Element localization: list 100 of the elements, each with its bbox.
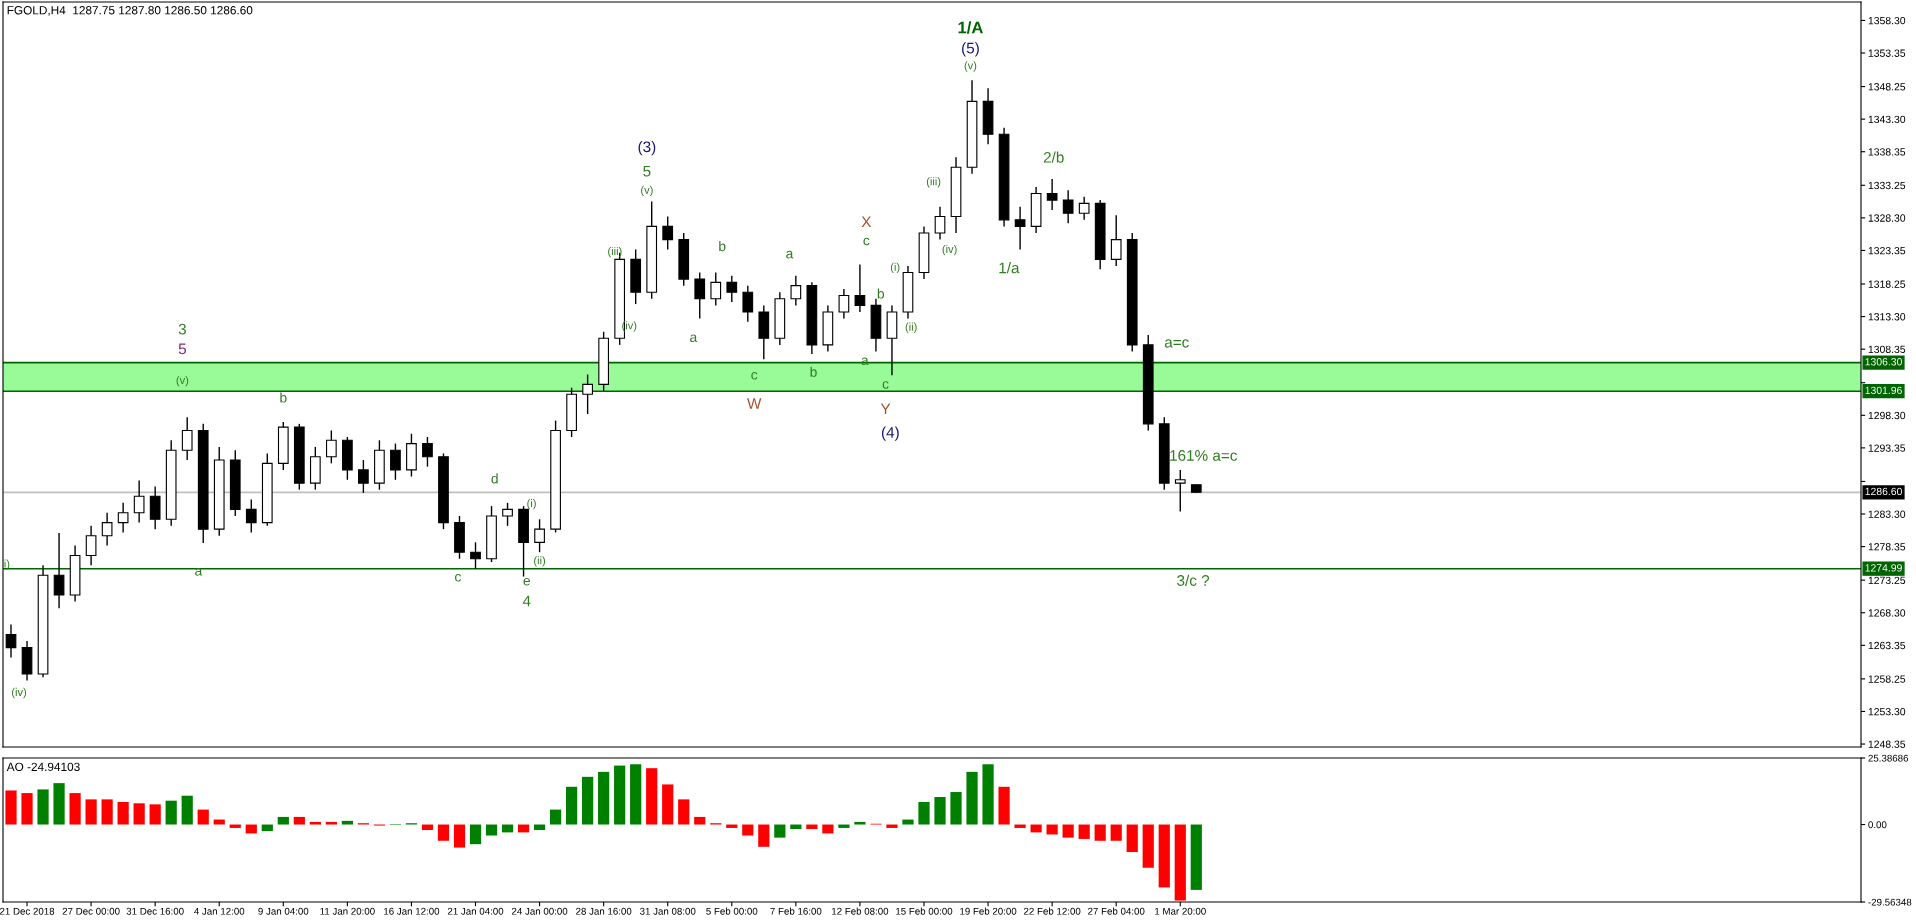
x-tick-label: 5 Feb 00:00 [706,907,758,915]
candlestick [470,541,481,570]
candlestick [1174,469,1186,513]
bar [69,793,81,825]
x-tick-label: 15 Feb 00:00 [896,907,953,915]
candlestick [694,271,706,320]
y-tick-label: 1338.35 [1868,148,1906,156]
bar [293,816,305,825]
bar [117,801,129,825]
bar [998,786,1010,825]
candlestick [133,479,145,524]
ref-line-label: 1286.60 [1865,487,1902,496]
y-tick-label: 1343.30 [1868,115,1906,124]
chart-title: AO -24.94103 [6,762,80,771]
bar [758,824,770,847]
annotation: (iii) [926,177,941,188]
bar [181,795,193,825]
candlestick [117,502,129,534]
x-tick-label: 22 Feb 12:00 [1023,907,1081,915]
y-tick-label: 0.00 [1868,821,1887,829]
bar [1078,824,1090,839]
bar [982,764,994,825]
bar [950,792,962,825]
y-tick-label: -29.56348 [1868,898,1912,906]
x-tick-label: 31 Jan 08:00 [639,907,696,915]
annotation: a [786,250,794,259]
bar [678,799,690,825]
bar [1174,824,1186,901]
bar [325,821,337,825]
annotation: b [877,288,885,299]
bar [149,804,161,825]
candlestick [422,436,433,468]
annotation: (3) [638,140,656,156]
bar [5,790,17,825]
y-tick-label: 1248.35 [1868,740,1906,748]
bar [133,803,145,825]
annotation: 4 [522,595,531,607]
x-tick-label: 21 Jan 04:00 [447,907,504,915]
annotation: c [751,371,758,380]
x-tick-label: 4 Jan 12:00 [194,907,245,915]
bar [1014,824,1026,828]
candlestick [582,373,593,415]
bar [21,793,33,825]
x-tick-label: 16 Jan 12:00 [384,907,440,915]
candlestick [934,205,946,241]
annotation: 1/A [958,21,983,34]
bar [101,799,113,825]
ref-line-label: 1301.96 [1865,386,1902,395]
y-tick-label: 1283.30 [1868,510,1906,518]
x-tick-label: 1 Mar 20:00 [1155,907,1206,915]
candlestick [101,512,113,547]
bar [309,821,321,825]
bar [582,776,594,825]
annotation: c [882,381,889,389]
y-tick-label: 1273.25 [1868,576,1906,585]
annotation: (5) [962,42,979,57]
annotation: 5 [178,343,186,355]
annotation: a [690,334,698,343]
candlestick [726,275,738,303]
y-tick-label: 1293.35 [1868,444,1906,452]
candlestick [1046,178,1058,211]
ref-line-label: 1306.30 [1865,358,1902,366]
candlestick [534,518,545,553]
candlestick [1062,189,1074,224]
candlestick [710,271,722,307]
x-tick-label: 11 Jan 20:00 [320,907,375,915]
annotation: a=c [1164,339,1189,348]
candlestick [502,502,513,527]
annotation: Y [880,403,891,414]
bar [1158,824,1170,888]
bar [838,824,850,828]
bar [1110,824,1122,841]
candlestick [181,416,193,461]
annotation: (v) [641,185,653,197]
y-tick-label: 1323.35 [1868,246,1906,255]
bar [902,819,914,825]
candlestick [245,498,257,534]
y-tick-label: 1298.30 [1868,411,1906,420]
annotation: (iv) [11,687,27,699]
annotation: (v) [964,61,977,72]
bar [614,765,626,825]
y-tick-label: 1313.30 [1868,313,1906,321]
annotation: 3/c ? [1177,574,1210,586]
annotation: e [523,577,531,586]
annotation: b [810,366,817,377]
x-tick-label: 7 Feb 16:00 [770,907,822,915]
bar [165,800,177,825]
annotation: X [861,216,872,228]
annotation: c [455,573,461,582]
annotation: 3 [178,323,186,335]
x-tick-label: 24 Jan 00:00 [511,907,568,915]
y-tick-label: 25.38686 [1868,754,1909,762]
candlestick [790,275,802,307]
bar [966,771,978,825]
y-tick-label: 1278.35 [1868,543,1906,551]
bar [886,824,898,828]
candlestick [85,525,97,567]
bar [1142,824,1154,868]
annotation: 2/b [1043,151,1064,163]
annotation: (ii) [534,556,546,567]
